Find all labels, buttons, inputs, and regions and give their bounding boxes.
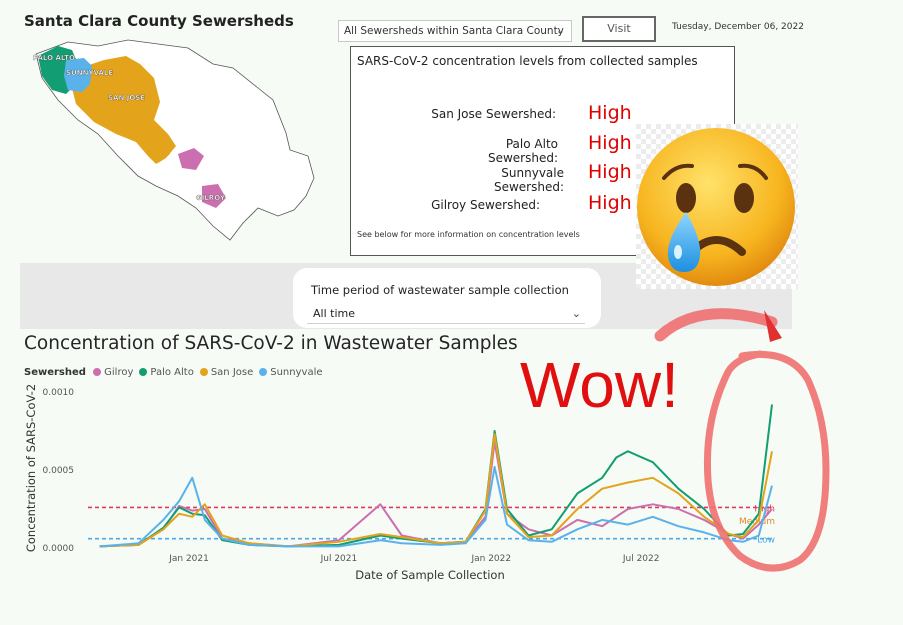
map-label-palo-alto: PALO ALTO xyxy=(33,54,75,62)
legend-label: Sunnyvale xyxy=(270,367,323,378)
threshold-label: Low xyxy=(757,536,775,546)
series-line xyxy=(99,433,773,548)
row-label-sunnyvale: Sunnyvale Sewershed: xyxy=(493,166,564,194)
level-san-jose: High xyxy=(588,102,632,124)
gilroy-south-region[interactable] xyxy=(202,184,226,208)
series-line xyxy=(99,440,773,548)
legend-label: Gilroy xyxy=(104,367,134,378)
chevron-down-icon: ⌄ xyxy=(555,24,565,37)
row-label-palo-alto: Palo Alto Sewershed: xyxy=(487,137,558,165)
x-tick-label: Jul 2021 xyxy=(320,554,358,564)
legend-title: Sewershed xyxy=(24,367,86,378)
sewershed-map[interactable]: PALO ALTO SUNNYVALE SAN JOSE GILROY xyxy=(28,38,328,253)
y-axis-title: Concentration of SARS-CoV-2 xyxy=(24,384,38,552)
legend-dot xyxy=(139,368,148,376)
x-tick-label: Jan 2022 xyxy=(470,554,511,564)
x-tick-label: Jan 2021 xyxy=(168,554,209,564)
sunnyvale-region[interactable] xyxy=(64,58,92,92)
wow-annotation: Wow! xyxy=(520,349,679,421)
row-label-san-jose: San Jose Sewershed: xyxy=(431,107,556,121)
legend-dot xyxy=(93,368,102,376)
legend-dot xyxy=(259,368,268,376)
y-tick-label: 0.0010 xyxy=(43,388,75,398)
y-tick-label: 0.0000 xyxy=(43,544,75,554)
legend-item[interactable]: Gilroy xyxy=(93,367,133,378)
level-palo-alto: High xyxy=(588,132,632,154)
chart-legend: Sewershed Gilroy Palo Alto San Jose Sunnyva… xyxy=(24,367,329,378)
sewershed-dropdown-value: All Sewersheds within Santa Clara County xyxy=(344,25,564,37)
legend-dot xyxy=(199,368,208,376)
legend-item[interactable]: Palo Alto xyxy=(139,367,194,378)
threshold-label: Medium xyxy=(739,517,775,527)
series-line xyxy=(99,465,773,548)
series-line xyxy=(99,404,773,548)
map-label-sunnyvale: SUNNYVALE xyxy=(66,69,113,77)
sewershed-dropdown[interactable]: All Sewersheds within Santa Clara County… xyxy=(338,20,572,42)
gilroy-region[interactable] xyxy=(178,148,204,170)
annotation-circle xyxy=(703,350,830,572)
level-sunnyvale: High xyxy=(588,161,632,183)
san-jose-region[interactable] xyxy=(72,56,176,163)
sad-crying-face-icon xyxy=(636,124,798,289)
legend-label: Palo Alto xyxy=(150,367,194,378)
map-title: Santa Clara County Sewersheds xyxy=(24,12,294,30)
level-gilroy: High xyxy=(588,192,632,214)
panel-title: SARS-CoV-2 concentration levels from col… xyxy=(357,54,698,68)
threshold-label: High xyxy=(754,504,775,514)
time-period-filter: Time period of wastewater sample collect… xyxy=(293,268,601,328)
san-jose-spur[interactable] xyxy=(148,138,170,164)
chevron-down-icon: ⌄ xyxy=(571,307,581,320)
time-period-dropdown[interactable]: All time ⌄ xyxy=(307,304,585,324)
time-period-label: Time period of wastewater sample collect… xyxy=(311,283,569,297)
panel-note: See below for more information on concen… xyxy=(357,230,580,239)
x-axis-title: Date of Sample Collection xyxy=(355,568,505,582)
y-tick-label: 0.0005 xyxy=(43,466,75,476)
map-label-san-jose: SAN JOSE xyxy=(108,94,145,102)
x-tick-label: Jul 2022 xyxy=(622,554,660,564)
legend-item[interactable]: Sunnyvale xyxy=(259,367,323,378)
time-period-value: All time xyxy=(313,307,355,320)
map-label-gilroy: GILROY xyxy=(196,194,226,202)
row-label-gilroy: Gilroy Sewershed: xyxy=(431,198,540,212)
report-date: Tuesday, December 06, 2022 xyxy=(672,22,804,32)
visit-button[interactable]: Visit xyxy=(582,16,656,42)
chart-title: Concentration of SARS-CoV-2 in Wastewate… xyxy=(24,333,518,354)
legend-item[interactable]: San Jose xyxy=(199,367,254,378)
legend-label: San Jose xyxy=(210,367,254,378)
